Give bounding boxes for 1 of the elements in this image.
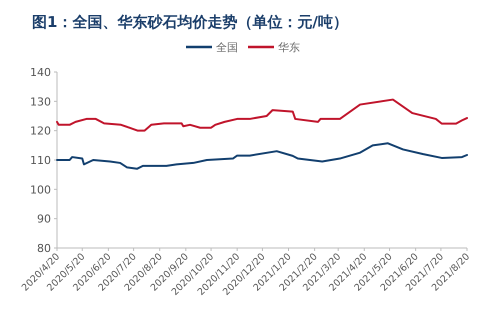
title: 图1：全国、华东砂石均价走势（单位：元/吨）	[32, 13, 348, 31]
